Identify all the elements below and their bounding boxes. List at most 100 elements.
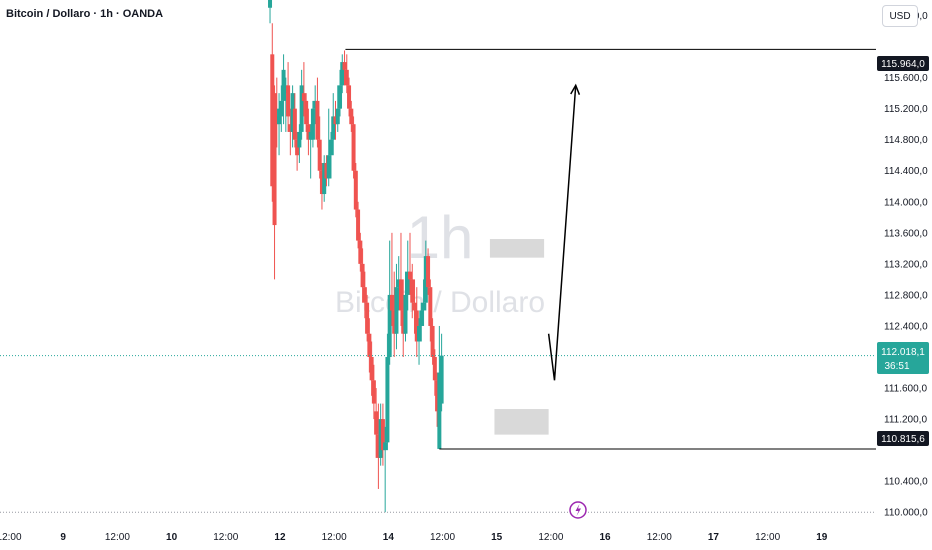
candle-body	[428, 287, 433, 326]
candle-body	[308, 131, 313, 140]
candle-body	[268, 0, 273, 8]
price-axis[interactable]: 116.400,0115.600,0115.200,0114.800,0114.…	[884, 11, 928, 519]
y-tick-label: 112.400,0	[884, 321, 928, 332]
y-tick-label: 114.400,0	[884, 166, 928, 177]
x-tick-label: 12:00	[755, 532, 780, 543]
zone-box	[494, 409, 549, 435]
candle-body	[349, 108, 354, 125]
x-tick-label: 12:00	[322, 532, 347, 543]
candle-body	[362, 287, 367, 303]
candle-body	[369, 357, 374, 381]
candle-body	[405, 271, 410, 295]
time-axis[interactable]: 12:00 9 12:00 10 12:00 12 12:00 14 12:00 15 12:00 1…	[0, 532, 828, 543]
candle-body	[360, 263, 365, 288]
support-price-label: 110.815,6	[881, 434, 925, 445]
symbol-title: Bitcoin / Dollaro · 1h · OANDA	[6, 8, 164, 20]
lightning-icon[interactable]	[569, 501, 587, 519]
candle-body	[281, 69, 286, 101]
candle-body	[274, 116, 279, 125]
candle-body	[304, 100, 309, 125]
candle-body	[292, 108, 297, 140]
candle-body	[310, 108, 315, 140]
candle-body	[412, 302, 417, 311]
zone-box	[489, 239, 545, 258]
resistance-price-label: 115.964,0	[881, 59, 925, 70]
x-tick-label: 10	[166, 532, 178, 543]
candle-body	[371, 380, 376, 404]
y-tick-label: 110.400,0	[884, 477, 928, 488]
candle-body	[351, 124, 356, 171]
candle-body	[299, 85, 304, 132]
y-tick-label: 114.800,0	[884, 135, 928, 146]
candle-body	[439, 355, 444, 404]
candle-body	[347, 85, 352, 109]
candle-body	[317, 139, 322, 171]
candle-body	[319, 170, 324, 195]
x-tick-label: 12	[274, 532, 286, 543]
candle-body	[288, 124, 293, 132]
y-tick-label: 115.200,0	[884, 104, 928, 115]
candle-body	[430, 325, 435, 358]
candle-body	[396, 279, 401, 288]
candle-body	[295, 139, 300, 156]
projection-arrow-head	[570, 83, 581, 95]
x-tick-label: 16	[600, 532, 612, 543]
candle-body	[365, 302, 370, 334]
x-tick-label: 15	[491, 532, 503, 543]
candle-body	[333, 116, 338, 125]
candle-body	[374, 411, 379, 435]
candle-body	[432, 357, 437, 381]
candle-body	[306, 124, 311, 140]
candle-body	[398, 279, 403, 311]
candle-body	[353, 170, 358, 210]
x-tick-label: 12:00	[0, 532, 22, 543]
candle-body	[272, 93, 277, 226]
x-tick-label: 12:00	[538, 532, 563, 543]
support-price-tag: 110.815,6	[877, 431, 929, 446]
candle-body	[356, 209, 361, 241]
candle-body	[331, 116, 336, 140]
candle-body	[378, 419, 383, 458]
lines-layer	[0, 48, 876, 513]
candle-body	[367, 333, 372, 358]
candle-body	[326, 155, 331, 179]
candle-body	[283, 85, 288, 94]
candle-body	[338, 85, 343, 109]
y-tick-label: 112.800,0	[884, 290, 928, 301]
currency-button[interactable]: USD	[882, 5, 918, 27]
y-tick-label: 114.000,0	[884, 197, 928, 208]
candle-body	[340, 62, 345, 86]
x-tick-label: 12:00	[647, 532, 672, 543]
x-tick-label: 9	[60, 532, 66, 543]
x-tick-label: 17	[708, 532, 720, 543]
candle-body	[342, 62, 347, 70]
candle-body	[401, 310, 406, 334]
candle-body	[410, 279, 415, 303]
projection-arrow-line	[547, 85, 577, 381]
candle-body	[286, 85, 291, 117]
candles-layer	[268, 0, 444, 513]
candle-body	[270, 54, 275, 187]
candle-body	[301, 93, 306, 101]
y-tick-label: 111.600,0	[884, 384, 927, 395]
candle-body	[335, 108, 340, 125]
candle-body	[426, 256, 431, 288]
y-tick-label: 113.600,0	[884, 228, 928, 239]
x-tick-label: 12:00	[430, 532, 455, 543]
candle-body	[387, 294, 392, 358]
current-price-label: 112.018,1	[881, 347, 925, 358]
candle-body	[414, 310, 419, 342]
candle-body	[394, 287, 399, 334]
candle-body	[419, 310, 424, 326]
countdown-label: 36:51	[884, 361, 909, 372]
candle-body	[376, 434, 381, 458]
candle-body	[435, 380, 440, 412]
candle-body	[389, 294, 394, 311]
x-tick-label: 14	[383, 532, 395, 543]
y-tick-label: 110.000,0	[884, 508, 928, 519]
candle-body	[380, 419, 385, 451]
candle-body	[385, 357, 390, 443]
candle-body	[383, 442, 388, 451]
candle-body	[322, 162, 327, 195]
